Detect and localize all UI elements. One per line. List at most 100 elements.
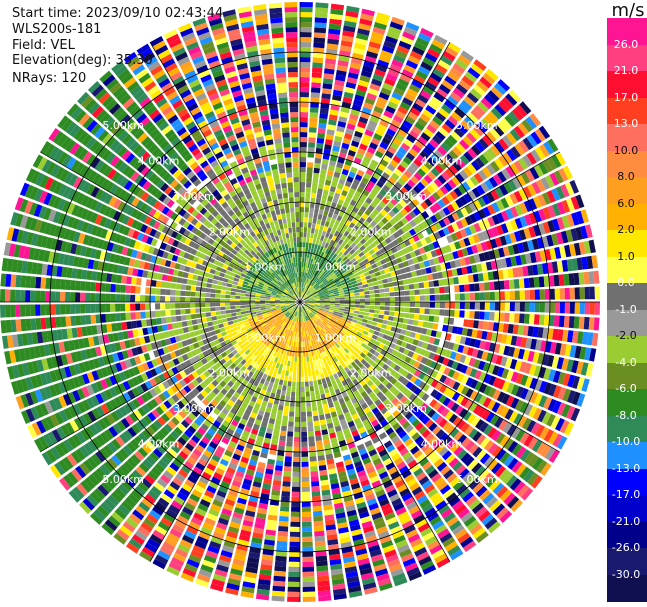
velocity-gate — [386, 374, 394, 382]
velocity-gate — [357, 270, 364, 275]
velocity-gate — [325, 248, 330, 255]
velocity-gate — [364, 423, 373, 431]
velocity-gate — [484, 292, 490, 301]
velocity-gate — [432, 134, 443, 145]
velocity-gate — [363, 172, 372, 181]
velocity-gate — [332, 446, 341, 454]
velocity-gate — [546, 234, 554, 247]
velocity-gate — [309, 122, 318, 128]
velocity-gate — [477, 101, 490, 113]
velocity-gate — [327, 330, 332, 336]
velocity-gate — [350, 266, 356, 272]
velocity-gate — [337, 435, 345, 442]
velocity-gate — [397, 228, 405, 236]
velocity-gate — [278, 526, 289, 532]
velocity-gate — [332, 89, 343, 97]
velocity-gate — [331, 325, 337, 330]
velocity-gate — [314, 344, 318, 350]
velocity-gate — [418, 314, 425, 321]
velocity-gate — [539, 144, 550, 158]
velocity-gate — [312, 375, 317, 381]
velocity-gate — [354, 417, 362, 425]
velocity-gate — [345, 81, 357, 89]
velocity-gate — [362, 315, 369, 320]
velocity-gate — [303, 267, 306, 273]
velocity-gate — [332, 285, 338, 290]
velocity-gate — [584, 347, 592, 361]
velocity-gate — [333, 261, 339, 267]
velocity-gate — [474, 292, 480, 301]
velocity-gate — [350, 340, 357, 346]
velocity-gate — [325, 58, 336, 65]
velocity-gate — [315, 223, 320, 230]
velocity-gate — [360, 70, 372, 78]
velocity-gate — [464, 455, 475, 467]
velocity-gate — [317, 363, 322, 370]
velocity-gate — [364, 305, 370, 309]
velocity-gate — [413, 314, 420, 320]
velocity-gate — [449, 190, 459, 200]
velocity-gate — [372, 558, 385, 567]
velocity-gate — [469, 390, 479, 401]
velocity-gate — [322, 356, 327, 363]
velocity-gate — [311, 370, 316, 376]
velocity-gate — [546, 190, 556, 203]
velocity-gate — [423, 128, 434, 138]
velocity-gate — [316, 337, 321, 343]
velocity-gate — [360, 276, 367, 282]
velocity-gate — [304, 303, 310, 306]
velocity-gate — [457, 123, 469, 135]
velocity-gate — [417, 412, 427, 422]
velocity-gate — [417, 168, 427, 178]
velocity-gate — [378, 449, 388, 458]
velocity-gate — [300, 381, 305, 387]
velocity-gate — [301, 451, 309, 457]
velocity-gate — [338, 531, 350, 539]
velocity-gate — [403, 26, 418, 36]
velocity-gate — [323, 509, 334, 516]
velocity-gate — [310, 264, 314, 270]
velocity-gate — [357, 317, 363, 322]
velocity-gate — [528, 364, 537, 376]
velocity-gate — [334, 192, 341, 199]
velocity-gate — [358, 285, 364, 289]
velocity-gate — [388, 448, 398, 457]
velocity-gate — [332, 323, 338, 329]
velocity-gate — [454, 285, 460, 293]
velocity-gate — [415, 70, 428, 80]
velocity-gate — [324, 514, 335, 521]
velocity-gate — [354, 334, 361, 340]
velocity-gate — [463, 166, 473, 177]
velocity-gate — [384, 512, 396, 521]
velocity-gate — [455, 173, 465, 183]
velocity-gate — [479, 421, 489, 433]
velocity-gate — [329, 558, 342, 566]
velocity-gate — [336, 283, 342, 288]
velocity-gate — [509, 478, 522, 491]
velocity-gate — [451, 500, 464, 511]
velocity-gate — [495, 355, 503, 365]
velocity-gate — [342, 256, 348, 262]
velocity-gate — [309, 207, 314, 213]
velocity-gate — [416, 232, 425, 240]
velocity-gate — [278, 404, 284, 411]
velocity-gate — [360, 572, 374, 581]
velocity-gate — [392, 215, 401, 223]
velocity-gate — [241, 313, 247, 318]
velocity-gate — [301, 292, 303, 298]
velocity-gate — [375, 17, 389, 26]
velocity-gate — [300, 337, 303, 342]
velocity-gate — [313, 47, 325, 54]
velocity-gate — [300, 327, 302, 332]
velocity-gate — [508, 279, 515, 289]
velocity-gate — [385, 229, 393, 237]
velocity-gate — [463, 515, 477, 527]
velocity-gate — [412, 257, 419, 264]
velocity-gate — [360, 255, 367, 261]
velocity-gate — [400, 341, 408, 348]
velocity-gate — [523, 434, 534, 447]
velocity-gate — [591, 332, 599, 347]
velocity-gate — [385, 193, 393, 201]
velocity-gate — [429, 138, 439, 149]
velocity-gate — [329, 294, 335, 297]
